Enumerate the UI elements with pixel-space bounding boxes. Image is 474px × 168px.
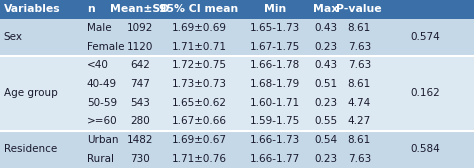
- Text: 4.74: 4.74: [347, 98, 371, 108]
- Text: 1120: 1120: [127, 42, 153, 52]
- Text: Min: Min: [264, 4, 286, 14]
- Text: n: n: [87, 4, 94, 14]
- Text: Residence: Residence: [4, 144, 57, 154]
- Text: <40: <40: [87, 60, 109, 70]
- Text: 8.61: 8.61: [347, 79, 371, 89]
- Bar: [0, 93, 474, 112]
- Text: 1.66-1.77: 1.66-1.77: [250, 154, 300, 164]
- Text: 1482: 1482: [127, 135, 153, 145]
- Text: 7.63: 7.63: [347, 42, 371, 52]
- Text: Max: Max: [313, 4, 339, 14]
- Text: Mean±SD: Mean±SD: [110, 4, 169, 14]
- Text: P-value: P-value: [337, 4, 382, 14]
- Text: 642: 642: [130, 60, 150, 70]
- Text: 8.61: 8.61: [347, 23, 371, 33]
- Text: Variables: Variables: [4, 4, 60, 14]
- Text: 543: 543: [130, 98, 150, 108]
- Bar: [0, 19, 474, 37]
- Text: 0.54: 0.54: [315, 135, 337, 145]
- Text: 8.61: 8.61: [347, 135, 371, 145]
- Text: 1.71±0.76: 1.71±0.76: [172, 154, 227, 164]
- Text: 0.23: 0.23: [315, 42, 337, 52]
- Text: 0.55: 0.55: [315, 116, 337, 126]
- Text: 1.65-1.73: 1.65-1.73: [250, 23, 300, 33]
- Text: 4.27: 4.27: [347, 116, 371, 126]
- Text: 0.574: 0.574: [411, 32, 440, 42]
- Text: 1.69±0.69: 1.69±0.69: [172, 23, 227, 33]
- Text: 0.43: 0.43: [315, 23, 337, 33]
- Text: 1.66-1.78: 1.66-1.78: [250, 60, 300, 70]
- Text: 1.66-1.73: 1.66-1.73: [250, 135, 300, 145]
- Text: 1.60-1.71: 1.60-1.71: [250, 98, 300, 108]
- Text: 1.67-1.75: 1.67-1.75: [250, 42, 300, 52]
- Text: 1.73±0.73: 1.73±0.73: [172, 79, 227, 89]
- Bar: [0, 149, 474, 168]
- Text: Urban: Urban: [87, 135, 118, 145]
- Text: 0.162: 0.162: [411, 88, 440, 98]
- Text: 0.51: 0.51: [315, 79, 337, 89]
- Text: 1.65±0.62: 1.65±0.62: [172, 98, 227, 108]
- Text: 280: 280: [130, 116, 150, 126]
- Text: 747: 747: [130, 79, 150, 89]
- Bar: [0, 131, 474, 149]
- Bar: [0, 112, 474, 131]
- Text: 50-59: 50-59: [87, 98, 117, 108]
- Bar: [0, 56, 474, 75]
- Text: 40-49: 40-49: [87, 79, 117, 89]
- Text: 1.68-1.79: 1.68-1.79: [250, 79, 300, 89]
- Text: 0.43: 0.43: [315, 60, 337, 70]
- Text: 1.71±0.71: 1.71±0.71: [172, 42, 227, 52]
- Text: 1.59-1.75: 1.59-1.75: [250, 116, 300, 126]
- Bar: [0, 37, 474, 56]
- Text: 730: 730: [130, 154, 150, 164]
- Text: 1.67±0.66: 1.67±0.66: [172, 116, 227, 126]
- Text: Male: Male: [87, 23, 111, 33]
- Text: 1.72±0.75: 1.72±0.75: [172, 60, 227, 70]
- Text: 0.23: 0.23: [315, 154, 337, 164]
- Text: Sex: Sex: [4, 32, 23, 42]
- Text: 0.584: 0.584: [411, 144, 440, 154]
- Bar: [0, 75, 474, 93]
- Text: Rural: Rural: [87, 154, 114, 164]
- Text: Age group: Age group: [4, 88, 57, 98]
- Bar: [0, 0, 474, 19]
- Text: 95% CI mean: 95% CI mean: [159, 4, 239, 14]
- Text: Female: Female: [87, 42, 124, 52]
- Text: >=60: >=60: [87, 116, 118, 126]
- Text: 1.69±0.67: 1.69±0.67: [172, 135, 227, 145]
- Text: 7.63: 7.63: [347, 154, 371, 164]
- Text: 7.63: 7.63: [347, 60, 371, 70]
- Text: 0.23: 0.23: [315, 98, 337, 108]
- Text: 1092: 1092: [127, 23, 153, 33]
